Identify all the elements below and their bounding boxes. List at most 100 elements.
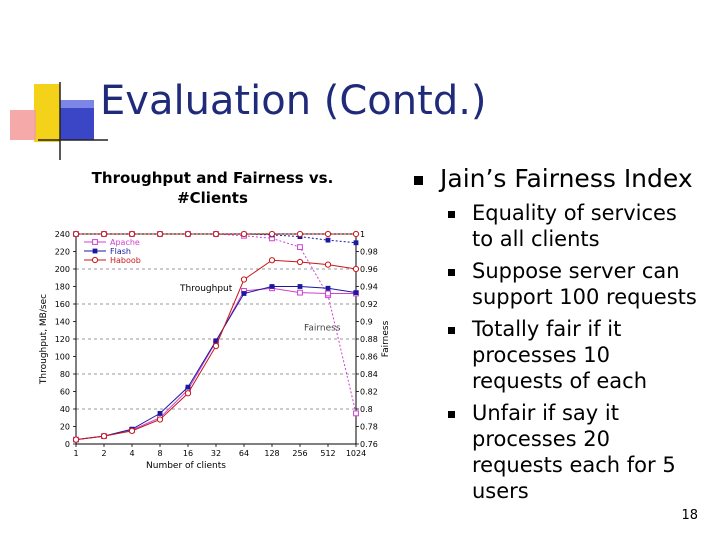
page-number: 18	[681, 508, 698, 523]
bullet-square-icon	[448, 269, 455, 276]
y2-tick-label: 0.86	[360, 353, 378, 362]
throughput-point-flash	[213, 338, 219, 344]
fairness-point-haboob	[268, 230, 276, 238]
y2-tick-label: 0.82	[360, 388, 378, 397]
throughput-point-haboob	[72, 436, 80, 443]
sub-bullet-2-line-1: Suppose server can	[472, 259, 680, 283]
y-tick-label: 160	[55, 300, 70, 309]
x-tick-label: 8	[157, 449, 162, 458]
x-tick-label: 512	[320, 449, 335, 458]
x-tick-label: 32	[211, 449, 221, 458]
y-axis-left: 0 20 40 60 80 100 120 140 160 180 200 220 240	[55, 230, 76, 449]
x-tick-label: 1024	[346, 449, 366, 458]
throughput-point-apache	[325, 290, 331, 297]
y2-tick-label: 0.98	[360, 248, 378, 257]
fairness-point-haboob	[100, 230, 108, 238]
y2-tick-label: 0.9	[360, 318, 373, 327]
y-axis-label: Throughput, MB/sec	[39, 294, 49, 385]
y-tick-label: 20	[60, 423, 70, 432]
fairness-point-haboob	[156, 230, 164, 238]
y2-tick-label: 0.96	[360, 265, 378, 274]
throughput-point-flash	[297, 284, 303, 289]
throughput-point-flash	[325, 285, 331, 291]
sub-bullet-2-line-2: support 100 requests	[472, 285, 697, 309]
y-tick-label: 0	[65, 440, 70, 449]
sub-bullet-3: Totally fair if it processes 10 requests…	[408, 316, 713, 394]
sub-bullet-3-line-3: requests of each	[472, 369, 648, 393]
y-tick-label: 40	[60, 405, 70, 414]
y2-tick-label: 0.8	[360, 405, 373, 414]
y-tick-label: 60	[60, 388, 70, 397]
x-tick-label: 16	[183, 449, 193, 458]
legend-label-flash: Flash	[110, 247, 131, 256]
sub-bullet-2: Suppose server can support 100 requests	[408, 258, 713, 310]
y2-tick-label: 0.92	[360, 300, 378, 309]
sub-bullet-4-line-4: users	[472, 479, 529, 503]
x-tick-label: 4	[129, 449, 134, 458]
y2-tick-label: 0.88	[360, 335, 378, 344]
x-tick-label: 128	[264, 449, 279, 458]
fairness-annotation: Fairness	[304, 323, 341, 333]
chart-heading: Throughput and Fairness vs. #Clients	[60, 168, 365, 208]
fairness-point-apache	[353, 410, 359, 417]
y-tick-label: 100	[55, 353, 70, 362]
sub-bullet-3-line-2: processes 10	[472, 343, 610, 367]
sub-bullet-list: Equality of services to all clients Supp…	[408, 200, 713, 504]
slide-title: Evaluation (Contd.)	[100, 78, 487, 124]
x-tick-label: 256	[292, 449, 307, 458]
throughput-point-haboob	[324, 261, 332, 268]
sub-bullet-1-line-1: Equality of services	[472, 201, 677, 225]
bullet-main-text: Jain’s Fairness Index	[440, 164, 693, 193]
legend-label-haboob: Haboob	[110, 256, 141, 265]
y-tick-label: 140	[55, 318, 70, 327]
legend-marker	[92, 239, 98, 245]
throughput-point-flash	[269, 284, 275, 289]
throughput-point-flash	[157, 410, 163, 416]
y-tick-label: 200	[55, 265, 70, 274]
sub-bullet-1: Equality of services to all clients	[408, 200, 713, 252]
fairness-point-flash	[353, 240, 359, 246]
fairness-point-haboob	[128, 230, 136, 238]
y2-tick-label: 0.76	[360, 440, 378, 449]
throughput-point-flash	[353, 290, 359, 296]
throughput-annotation: Throughput	[179, 284, 233, 294]
fairness-point-apache	[297, 244, 303, 251]
throughput-point-haboob	[212, 342, 220, 350]
y2-tick-label: 0.78	[360, 423, 378, 432]
sub-bullet-4-line-3: requests each for 5	[472, 453, 676, 477]
fairness-point-haboob	[352, 230, 360, 238]
throughput-point-apache	[297, 289, 303, 296]
x-tick-label: 1	[73, 449, 78, 458]
yellow-block	[34, 84, 60, 142]
bullet-square-icon	[448, 411, 455, 418]
throughput-line-flash	[75, 286, 357, 441]
throughput-point-haboob	[296, 258, 304, 266]
title-decoration	[10, 82, 108, 160]
throughput-point-haboob	[268, 257, 276, 264]
throughput-line-apache	[75, 287, 356, 441]
fairness-point-haboob	[324, 230, 332, 238]
throughput-point-haboob	[100, 433, 108, 440]
bullet-square-icon	[448, 211, 455, 218]
sub-bullet-4-line-1: Unfair if say it	[472, 401, 619, 425]
throughput-point-flash	[241, 291, 247, 296]
y-tick-label: 80	[60, 370, 70, 379]
y2-axis-label: Fairness	[381, 320, 391, 357]
fairness-point-haboob	[296, 230, 304, 238]
throughput-point-haboob	[156, 416, 164, 423]
bullet-main: Jain’s Fairness Index	[408, 164, 713, 194]
y-tick-label: 180	[55, 283, 70, 292]
y-tick-label: 220	[55, 248, 70, 257]
x-tick-label: 2	[101, 449, 106, 458]
throughput-point-haboob	[240, 276, 248, 283]
throughput-point-haboob	[184, 390, 192, 397]
sub-bullet-4-line-2: processes 20	[472, 427, 610, 451]
y-tick-label: 240	[55, 230, 70, 239]
fairness-point-flash	[325, 237, 331, 243]
y2-tick-label: 0.94	[360, 283, 378, 292]
chart-heading-line-2: #Clients	[177, 189, 248, 207]
y-tick-label: 120	[55, 335, 70, 344]
throughput-point-flash	[185, 384, 191, 390]
fairness-point-haboob	[72, 230, 80, 238]
